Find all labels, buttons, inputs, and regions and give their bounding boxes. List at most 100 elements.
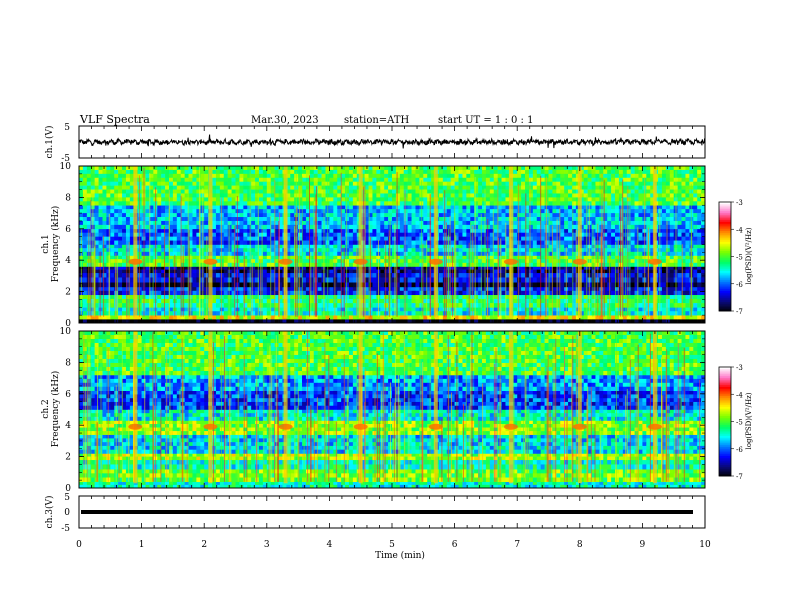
spectrogram-cell — [188, 166, 193, 171]
spectrogram-cell — [634, 311, 639, 316]
spectrogram-cell — [466, 298, 471, 304]
spectrogram-cell — [165, 240, 170, 245]
spectrogram-cell — [489, 205, 495, 210]
spectrogram-cell — [521, 244, 526, 249]
spectrogram-cell — [94, 307, 99, 312]
spectrogram-cell — [212, 220, 217, 226]
spectrogram-cell — [376, 209, 381, 214]
spectrogram-cell — [701, 307, 706, 312]
spectrogram-cell — [392, 205, 397, 210]
spectrogram-cell — [466, 315, 471, 320]
spectrogram-cell — [454, 272, 459, 278]
spectrogram-cell — [618, 259, 624, 264]
spectrogram-cell — [407, 251, 412, 256]
spectrogram-cell — [262, 282, 268, 288]
spectrogram-cell — [278, 298, 283, 304]
spectrogram-cell — [223, 282, 228, 288]
spectrogram-cell — [564, 220, 569, 226]
spectrogram-cell — [525, 255, 530, 260]
spectrogram-cell — [548, 307, 553, 312]
spectrogram-cell — [247, 236, 252, 241]
spectrogram-cell — [431, 282, 436, 288]
spectrogram-cell — [661, 303, 667, 308]
spectrogram-cell — [493, 209, 498, 214]
spectrogram-cell — [591, 220, 596, 226]
spectrogram-cell — [415, 205, 420, 210]
spectrogram-cell — [165, 259, 170, 264]
spectrogram-cell — [118, 217, 123, 222]
spectrogram-cell — [395, 266, 401, 270]
spectrogram-cell — [415, 277, 420, 283]
spectrogram-cell — [298, 228, 303, 234]
spectrogram-cell — [564, 236, 569, 241]
spectrogram-cell — [615, 286, 620, 292]
spectrogram-cell — [466, 220, 471, 226]
spectrogram-cell — [478, 266, 483, 270]
spectrogram-cell — [341, 282, 346, 288]
ch1-waveform-line — [78, 134, 706, 149]
spectrogram-cell — [122, 290, 127, 296]
spectrogram-cell — [94, 311, 99, 316]
spectrogram-cell — [454, 303, 459, 308]
spectrogram-cell — [227, 307, 232, 312]
spectrogram-cell — [603, 262, 608, 267]
spectrogram-cell — [106, 205, 111, 210]
spectrogram-cell — [286, 277, 291, 283]
spectrogram-cell — [501, 217, 506, 222]
spectrogram-cell — [266, 166, 272, 171]
spectrogram-cell — [243, 266, 248, 270]
spectrogram-cell — [348, 224, 354, 230]
spectrogram-cell — [262, 236, 268, 241]
spectrogram-cell — [270, 311, 275, 316]
spectrogram-cell — [333, 262, 338, 267]
spectrogram-cell — [677, 286, 682, 292]
spectrogram-cell — [517, 255, 522, 260]
spectrogram-cell — [525, 298, 530, 304]
spectrogram-cell — [305, 311, 311, 316]
spectrogram-cell — [462, 298, 467, 304]
spectrogram-cell — [212, 277, 217, 283]
spectrogram-cell — [82, 213, 88, 218]
spectrogram-cell — [223, 236, 228, 241]
spectrogram-cell — [290, 220, 295, 226]
spectrogram-cell — [458, 303, 463, 308]
spectrogram-cell — [157, 311, 162, 316]
spectrogram-cell — [337, 266, 342, 270]
spectrogram-cell — [501, 298, 506, 304]
spectrogram-cell — [376, 319, 381, 324]
spectrogram-cell — [661, 205, 667, 210]
spectrogram-cell — [470, 205, 475, 210]
spectrogram-cell — [165, 319, 170, 324]
spectrogram-cell — [618, 255, 624, 260]
spectrogram-cell — [266, 319, 272, 324]
spectrogram-cell — [493, 259, 498, 264]
spectrogram-cell — [360, 282, 365, 288]
spectrogram-cell — [415, 236, 420, 241]
spectrogram-cell — [110, 240, 115, 245]
spectrogram-cell — [395, 282, 401, 288]
spectrogram-cell — [677, 209, 682, 214]
spectrogram-cell — [227, 244, 232, 249]
spectrogram-cell — [348, 232, 354, 237]
spectrogram-cell — [693, 217, 698, 222]
spectrogram-cell — [192, 244, 197, 249]
spectrogram-cell — [481, 262, 487, 267]
spectrogram-cell — [212, 217, 217, 222]
spectrogram-cell — [352, 262, 358, 267]
spectrogram-cell — [438, 240, 444, 245]
spectrogram-cell — [438, 255, 444, 260]
spectrogram-cell — [611, 209, 616, 214]
spectrogram-cell — [274, 307, 279, 312]
spectrogram-cell — [415, 248, 420, 253]
spectrogram-cell — [642, 315, 647, 320]
spectrogram-cell — [493, 236, 498, 241]
spectrogram-cell — [364, 277, 369, 283]
spectrogram-cell — [552, 266, 557, 270]
spectrogram-cell — [305, 294, 311, 300]
spectrogram-cell — [102, 319, 107, 324]
spectrogram-cell — [431, 303, 436, 308]
spectrogram-cell — [223, 220, 228, 226]
spectrogram-cell — [630, 255, 635, 260]
spectrogram-cell — [583, 266, 588, 270]
spectrogram-cell — [302, 266, 307, 270]
